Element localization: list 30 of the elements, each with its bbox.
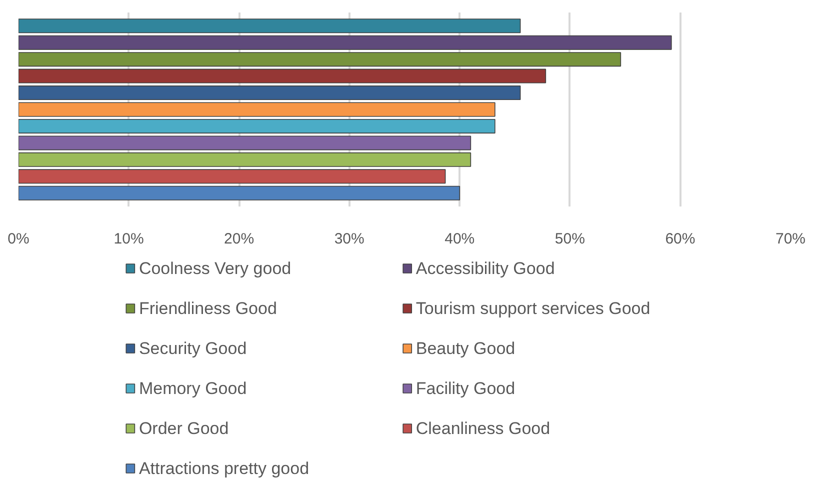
x-tick-label: 0% bbox=[8, 230, 30, 248]
legend-label: Tourism support services Good bbox=[416, 299, 650, 318]
x-tick-label: 30% bbox=[334, 230, 364, 248]
legend-label: Accessibility Good bbox=[416, 259, 555, 278]
bar bbox=[18, 118, 496, 134]
x-tick-label: 10% bbox=[114, 230, 144, 248]
legend-label: Attractions pretty good bbox=[138, 459, 310, 478]
bar bbox=[18, 18, 521, 34]
bar bbox=[18, 52, 622, 67]
x-tick-label: 70% bbox=[775, 230, 806, 248]
bar bbox=[18, 68, 546, 84]
bar bbox=[18, 169, 446, 184]
bar bbox=[18, 35, 672, 50]
bar bbox=[18, 102, 496, 117]
legend-label: Order Good bbox=[138, 419, 229, 438]
bar bbox=[18, 186, 460, 200]
x-tick-label: 40% bbox=[444, 230, 475, 248]
legend-label: Memory Good bbox=[138, 379, 247, 398]
bar bbox=[18, 136, 472, 150]
x-tick-label: 50% bbox=[554, 230, 585, 248]
legend-label: Cleanliness Good bbox=[416, 419, 550, 438]
legend-label: Coolness Very good bbox=[138, 259, 292, 278]
legend-label: Beauty Good bbox=[416, 339, 516, 358]
x-tick-label: 20% bbox=[224, 230, 254, 248]
bar bbox=[18, 86, 521, 100]
x-tick-label: 60% bbox=[665, 230, 696, 248]
legend-label: Facility Good bbox=[416, 379, 516, 398]
legend-label: Friendliness Good bbox=[138, 299, 277, 318]
bar bbox=[18, 152, 472, 167]
legend-label: Security Good bbox=[138, 339, 247, 358]
